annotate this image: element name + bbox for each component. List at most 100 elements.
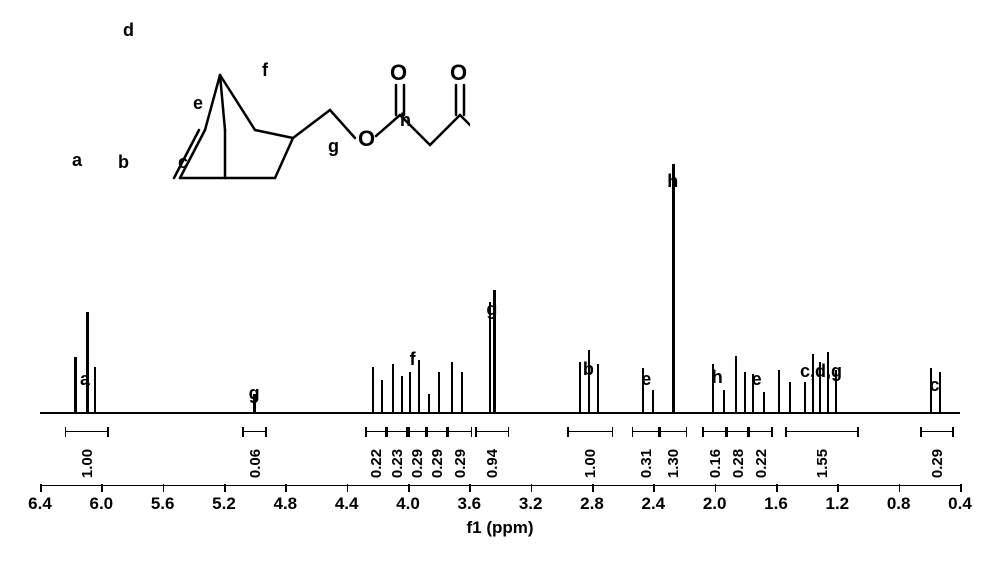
peak bbox=[86, 312, 89, 412]
mol-label-c: c bbox=[178, 152, 188, 173]
peak bbox=[381, 380, 383, 412]
integral-bar bbox=[408, 431, 426, 432]
peak bbox=[438, 372, 440, 412]
axis-tick bbox=[101, 484, 103, 492]
axis-tick bbox=[960, 484, 962, 492]
peak bbox=[763, 392, 765, 412]
axis-tick-label: 6.4 bbox=[28, 494, 52, 514]
integral-bar bbox=[65, 431, 109, 432]
integral-bar bbox=[785, 431, 859, 432]
integral-value: 0.29 bbox=[429, 449, 446, 478]
axis-tick-label: 1.6 bbox=[764, 494, 788, 514]
integral-bar bbox=[702, 431, 727, 432]
peak bbox=[735, 356, 737, 412]
peak bbox=[401, 376, 403, 412]
svg-text:O: O bbox=[390, 60, 407, 85]
integral-bar bbox=[387, 431, 408, 432]
integral-bar bbox=[632, 431, 660, 432]
integral-value: 1.30 bbox=[665, 449, 682, 478]
peak-label: h bbox=[667, 171, 678, 192]
svg-text:O: O bbox=[358, 126, 375, 151]
integral-value: 1.55 bbox=[814, 449, 831, 478]
integral-value: 0.06 bbox=[247, 449, 264, 478]
axis-tick-label: 6.0 bbox=[90, 494, 114, 514]
integral-bar bbox=[727, 431, 748, 432]
integral-bar bbox=[448, 431, 473, 432]
peak-label: h bbox=[712, 367, 723, 388]
axis-tick bbox=[653, 484, 655, 492]
axis-tick bbox=[40, 484, 42, 492]
integral-bar bbox=[365, 431, 386, 432]
mol-label-b: b bbox=[118, 152, 129, 173]
axis-tick bbox=[531, 484, 533, 492]
integral-value: 0.22 bbox=[368, 449, 385, 478]
integral-value: 0.22 bbox=[753, 449, 770, 478]
mol-label-a: a bbox=[72, 150, 82, 171]
axis-tick-label: 0.8 bbox=[887, 494, 911, 514]
peak-label: e bbox=[752, 369, 762, 390]
integral-value: 0.31 bbox=[638, 449, 655, 478]
integral-value: 0.94 bbox=[484, 449, 501, 478]
peak bbox=[409, 372, 411, 412]
peak-label: c,d,g bbox=[800, 361, 842, 382]
integral-bar bbox=[242, 431, 267, 432]
peak bbox=[744, 372, 746, 412]
axis-tick bbox=[899, 484, 901, 492]
axis-tick bbox=[776, 484, 778, 492]
axis-tick-label: 5.6 bbox=[151, 494, 175, 514]
mol-label-e: e bbox=[193, 93, 203, 114]
integral-bar bbox=[567, 431, 613, 432]
axis-tick bbox=[347, 484, 349, 492]
peak-label: f bbox=[410, 349, 416, 370]
peak bbox=[789, 382, 791, 412]
peak bbox=[451, 362, 453, 412]
peak bbox=[723, 390, 725, 412]
integral-bar bbox=[475, 431, 509, 432]
axis-tick-label: 4.4 bbox=[335, 494, 359, 514]
integral-bar bbox=[426, 431, 447, 432]
axis-tick-label: 1.2 bbox=[826, 494, 850, 514]
peak bbox=[804, 382, 806, 412]
svg-text:O: O bbox=[450, 60, 467, 85]
axis-tick bbox=[408, 484, 410, 492]
axis-tick bbox=[837, 484, 839, 492]
peak bbox=[428, 394, 430, 412]
integral-value: 0.16 bbox=[707, 449, 724, 478]
peak bbox=[94, 367, 97, 412]
peak bbox=[778, 370, 780, 412]
baseline bbox=[40, 412, 960, 414]
integral-bar bbox=[920, 431, 954, 432]
peak bbox=[372, 367, 374, 412]
molecule-svg: O O O bbox=[90, 30, 470, 200]
axis-tick bbox=[592, 484, 594, 492]
integral-bar bbox=[748, 431, 773, 432]
peak bbox=[392, 364, 394, 412]
integral-bar bbox=[659, 431, 687, 432]
peak bbox=[418, 360, 420, 412]
mol-label-h: h bbox=[400, 110, 411, 131]
axis-tick-label: 3.6 bbox=[458, 494, 482, 514]
peak bbox=[652, 390, 654, 412]
peak-label: e bbox=[641, 369, 651, 390]
mol-label-d: d bbox=[123, 20, 134, 41]
peak bbox=[74, 357, 77, 412]
axis-tick-label: 4.8 bbox=[274, 494, 298, 514]
integral-value: 0.29 bbox=[929, 449, 946, 478]
axis-tick-label: 4.0 bbox=[396, 494, 420, 514]
axis-tick-label: 5.2 bbox=[212, 494, 236, 514]
peak-label: b bbox=[583, 359, 594, 380]
peak bbox=[579, 362, 581, 412]
peak bbox=[597, 364, 599, 412]
peak bbox=[672, 164, 675, 412]
integral-value: 0.29 bbox=[409, 449, 426, 478]
peak-label: g bbox=[249, 383, 260, 404]
axis-tick bbox=[285, 484, 287, 492]
axis-tick-label: 2.8 bbox=[580, 494, 604, 514]
mol-label-f: f bbox=[262, 60, 268, 81]
peak bbox=[461, 372, 463, 412]
axis-tick-label: 2.4 bbox=[642, 494, 666, 514]
axis-tick-label: 0.4 bbox=[948, 494, 972, 514]
integral-value: 0.29 bbox=[452, 449, 469, 478]
peak-label: c bbox=[929, 375, 939, 396]
axis-tick bbox=[715, 484, 717, 492]
